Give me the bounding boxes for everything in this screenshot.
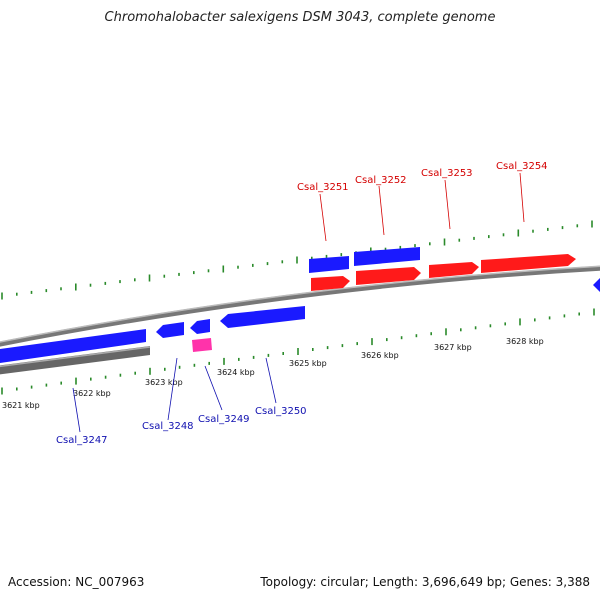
upper-tick-track [1,220,593,300]
gene-label-group: Csal_3247 Csal_3248 Csal_3249 Csal_3250 … [56,161,548,446]
leader-line [519,172,525,223]
scale-label: 3628 kbp [506,337,544,346]
scale-label: 3627 kbp [434,343,472,352]
gene-leader-lines [72,172,525,433]
leader-line [265,357,277,404]
leader-line [167,357,178,421]
gene-label[interactable]: Csal_3252 [355,175,407,186]
genome-stats-text: Topology: circular; Length: 3,696,649 bp… [260,575,590,589]
map-title: Chromohalobacter salexigens DSM 3043, co… [104,10,496,25]
gene-csal-3248-feature[interactable] [156,322,184,338]
gene-label[interactable]: Csal_3250 [255,406,307,417]
gene-csal-3249-feature[interactable] [190,319,210,334]
genome-backbone [0,265,600,347]
scale-label: 3622 kbp [73,389,111,398]
gene-label[interactable]: Csal_3251 [297,182,349,193]
gene-csal-3254-feature[interactable] [481,254,576,273]
leader-line [378,185,385,236]
scale-label-group: 3621 kbp 3622 kbp 3623 kbp 3624 kbp 3625… [2,337,544,410]
leader-line [72,387,81,433]
edge-reverse-feature[interactable] [593,278,600,292]
accession-text: Accession: NC_007963 [8,575,145,589]
gray-feature-bar [0,346,150,375]
gene-csal-3250-feature[interactable] [220,306,305,328]
leader-line [444,179,451,230]
gene-csal-3251-reverse-feature[interactable] [309,256,349,273]
gene-csal-3251-feature[interactable] [311,276,350,291]
gene-label[interactable]: Csal_3249 [198,414,250,425]
scale-label: 3626 kbp [361,351,399,360]
gene-csal-3252-reverse-feature[interactable] [354,247,420,266]
scale-label: 3624 kbp [217,368,255,377]
rna-feature[interactable] [192,338,212,352]
leader-line [319,193,327,242]
gene-label[interactable]: Csal_3247 [56,435,108,446]
scale-label: 3623 kbp [145,378,183,387]
gene-label[interactable]: Csal_3248 [142,421,194,432]
lower-tick-track [1,308,595,395]
gray-feature-bar-highlight [0,346,151,368]
gene-label[interactable]: Csal_3253 [421,168,473,179]
genome-backbone-highlight [0,265,600,343]
scale-label: 3625 kbp [289,359,327,368]
gene-csal-3247-feature[interactable] [0,329,146,363]
leader-line [204,365,223,411]
gene-label[interactable]: Csal_3254 [496,161,548,172]
scale-label: 3621 kbp [2,401,40,410]
gene-csal-3252-feature[interactable] [356,267,421,285]
gene-csal-3253-feature[interactable] [429,262,479,278]
